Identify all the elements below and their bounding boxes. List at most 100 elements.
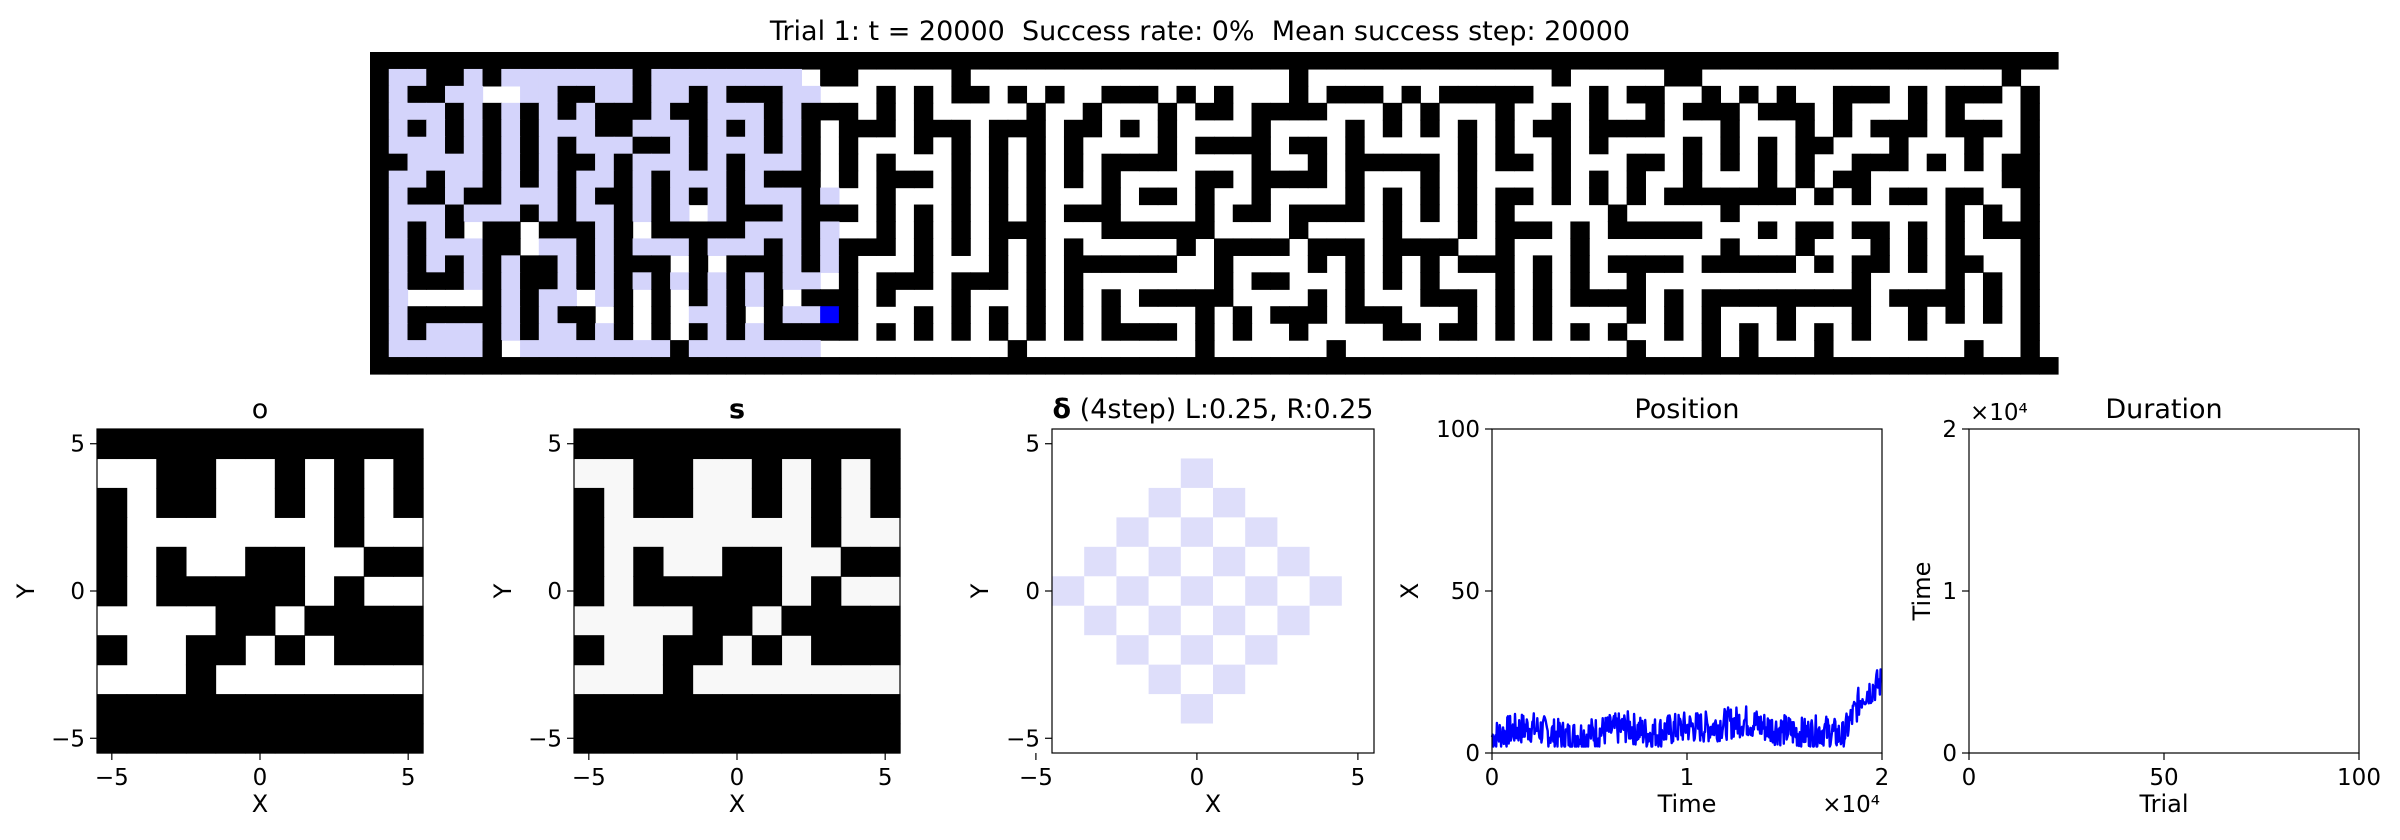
maze-wall-cell (1664, 357, 1684, 375)
maze-wall-cell (1120, 119, 1140, 138)
visited-cell (520, 340, 540, 358)
maze-wall-cell (745, 204, 765, 223)
delta-cell (1116, 576, 1149, 606)
maze-wall-cell (1982, 306, 2003, 324)
maze-wall-cell (1495, 52, 1515, 70)
maze-wall-cell (407, 119, 427, 138)
maze-wall-cell (632, 52, 652, 70)
delta-cell (1116, 517, 1149, 547)
maze-wall-cell (1532, 119, 1553, 138)
maze-wall-cell (370, 255, 390, 273)
wall-cell (722, 576, 753, 607)
maze-wall-cell (1551, 170, 1571, 189)
visited-cell (595, 153, 615, 172)
wall-cell (574, 635, 605, 666)
maze-wall-cell (1776, 85, 1797, 104)
maze-wall-cell (1420, 255, 1440, 273)
maze-wall-cell (782, 357, 802, 375)
maze-wall-cell (1532, 52, 1553, 70)
visited-cell (745, 289, 765, 307)
x-tick-label: 1 (1680, 765, 1695, 791)
maze-wall-cell (595, 357, 615, 375)
wall-cell (185, 664, 217, 695)
wall-cell (603, 694, 634, 725)
visited-cell (707, 68, 727, 87)
maze-wall-cell (1289, 323, 1309, 341)
maze-wall-cell (1720, 357, 1740, 375)
visited-cell (670, 85, 690, 104)
maze-wall-cell (1964, 52, 1984, 70)
visited-cell (782, 153, 802, 172)
visited-cell (782, 187, 802, 206)
maze-wall-cell (763, 289, 784, 307)
panel-title-s: s (729, 394, 745, 425)
delta-cell (1180, 694, 1213, 724)
maze-wall-cell (1232, 306, 1253, 324)
maze-wall-cell (951, 221, 971, 240)
maze-wall-cell (1101, 204, 1121, 223)
local-view-o (97, 429, 424, 754)
maze-wall-cell (670, 340, 690, 358)
visited-cell (707, 119, 727, 138)
maze-wall-cell (1026, 119, 1046, 138)
visited-cell (707, 102, 727, 121)
maze-wall-cell (688, 323, 709, 341)
maze-wall-cell (1682, 187, 1703, 206)
visited-cell (688, 340, 709, 358)
maze-wall-cell (2039, 357, 2059, 375)
maze-wall-cell (370, 340, 390, 358)
visited-cell (501, 323, 521, 341)
maze-wall-cell (988, 272, 1009, 290)
visited-cell (388, 85, 409, 104)
maze-wall-cell (1720, 238, 1740, 256)
ticks-delta: −5 0 5 5 0 −5 (1006, 432, 1365, 791)
maze-wall-cell (1345, 136, 1365, 155)
maze-wall-cell (707, 221, 727, 240)
maze-wall-cell (1645, 357, 1665, 375)
visited-cell (463, 153, 484, 172)
wall-cell (574, 517, 605, 548)
maze-wall-cell (913, 85, 934, 104)
maze-wall-cell (895, 52, 915, 70)
maze-wall-cell (2020, 357, 2040, 375)
panel-title-duration: Duration (2105, 394, 2222, 425)
wall-cell (722, 605, 753, 636)
maze-wall-cell (1157, 221, 1178, 240)
maze-wall-cell (913, 357, 934, 375)
maze-wall-cell (688, 136, 709, 155)
maze-wall-cell (1532, 272, 1553, 290)
maze-wall-cell (1739, 357, 1759, 375)
maze-wall-cell (838, 102, 859, 121)
wall-cell (334, 605, 365, 636)
maze-wall-cell (838, 204, 859, 223)
visited-cell (632, 187, 652, 206)
maze-wall-cell (876, 238, 896, 256)
maze-wall-cell (1476, 52, 1496, 70)
visited-cell (595, 272, 615, 290)
maze-wall-cell (520, 306, 540, 324)
maze-wall-cell (1307, 136, 1328, 155)
visited-cell (745, 238, 765, 256)
maze-wall-cell (1607, 255, 1628, 273)
maze-wall-cell (1589, 102, 1609, 121)
maze-wall-cell (1457, 170, 1478, 189)
maze-wall-cell (1420, 204, 1440, 223)
maze-wall-cell (1026, 102, 1046, 121)
wall-cell (662, 635, 694, 666)
wall-cell (870, 635, 901, 666)
maze-wall-cell (1589, 357, 1609, 375)
wall-cell (633, 576, 664, 607)
visited-cell (501, 153, 521, 172)
maze-wall-cell (2020, 187, 2040, 206)
maze-wall-cell (1176, 357, 1196, 375)
maze-wall-cell (1964, 153, 1984, 172)
maze-wall-cell (426, 85, 446, 104)
visited-cell (632, 119, 652, 138)
wall-cell (363, 635, 394, 666)
maze-wall-cell (1851, 306, 1872, 324)
visited-cell (538, 119, 559, 138)
ticks-position: 0 1 2 0 50 100 (1436, 417, 1889, 791)
maze-wall-cell (688, 255, 709, 273)
wall-cell (692, 576, 723, 607)
maze-wall-cell (857, 357, 877, 375)
